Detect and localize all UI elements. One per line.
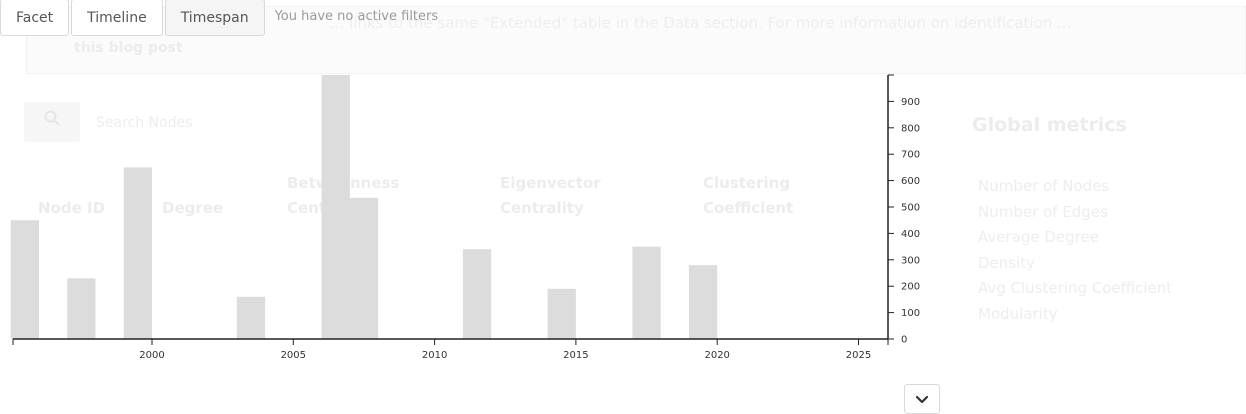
filter-status: You have no active filters xyxy=(274,9,439,24)
histogram-bar xyxy=(321,75,350,339)
histogram-bar xyxy=(632,246,661,339)
x-tick-label: 2005 xyxy=(281,350,306,361)
y-tick-label: 400 xyxy=(901,229,920,240)
x-tick-label: 2025 xyxy=(846,350,871,361)
y-tick-label: 700 xyxy=(901,150,920,161)
histogram-bar xyxy=(688,265,718,339)
histogram-bar xyxy=(349,197,379,339)
x-tick-label: 2010 xyxy=(422,350,447,361)
x-tick-label: 2015 xyxy=(563,350,588,361)
expand-toggle-button[interactable] xyxy=(904,384,940,414)
histogram-bar xyxy=(462,249,492,339)
histogram-bar xyxy=(10,220,39,339)
y-tick-label: 800 xyxy=(901,123,920,134)
global-metrics-title: Global metrics xyxy=(972,114,1127,136)
x-tick-label: 2000 xyxy=(139,350,164,361)
metric-label: Modularity xyxy=(978,304,1058,323)
histogram-bar xyxy=(67,278,96,339)
metric-label: Average Degree xyxy=(978,228,1099,246)
y-tick-label: 200 xyxy=(901,282,920,293)
global-metrics-list: Number of Nodes Number of Edges Average … xyxy=(978,174,1172,327)
metric-label: Number of Edges xyxy=(978,202,1108,221)
chevron-down-icon xyxy=(915,390,929,409)
histogram-bar xyxy=(123,167,152,339)
y-tick-label: 300 xyxy=(901,255,920,266)
metric-label: Avg Clustering Coefficient xyxy=(978,279,1173,297)
y-tick-label: 600 xyxy=(901,176,920,187)
info-note-link: this blog post xyxy=(74,40,183,56)
timespan-histogram[interactable]: 2000 2005 2010 2015 2020 2025 0 100 200 300 400 500… xyxy=(0,60,940,370)
metric-label: Number of Nodes xyxy=(978,177,1110,195)
facet-button[interactable]: Facet xyxy=(0,0,70,36)
x-tick-label: 2020 xyxy=(704,350,729,361)
histogram-bar xyxy=(236,296,266,339)
y-tick-label: 900 xyxy=(901,97,920,108)
timespan-button[interactable]: Timespan xyxy=(164,0,265,36)
y-tick-label: 100 xyxy=(901,308,920,319)
info-note-text: ... links to the same "Extended" table i… xyxy=(330,14,1072,32)
y-tick-label: 0 xyxy=(901,335,907,346)
filter-bar: Facet Timeline Timespan You have no acti… xyxy=(0,0,438,36)
metric-label: Density xyxy=(978,253,1036,272)
timeline-button[interactable]: Timeline xyxy=(71,0,163,36)
y-tick-label: 500 xyxy=(901,203,920,214)
histogram-bar xyxy=(547,288,576,339)
